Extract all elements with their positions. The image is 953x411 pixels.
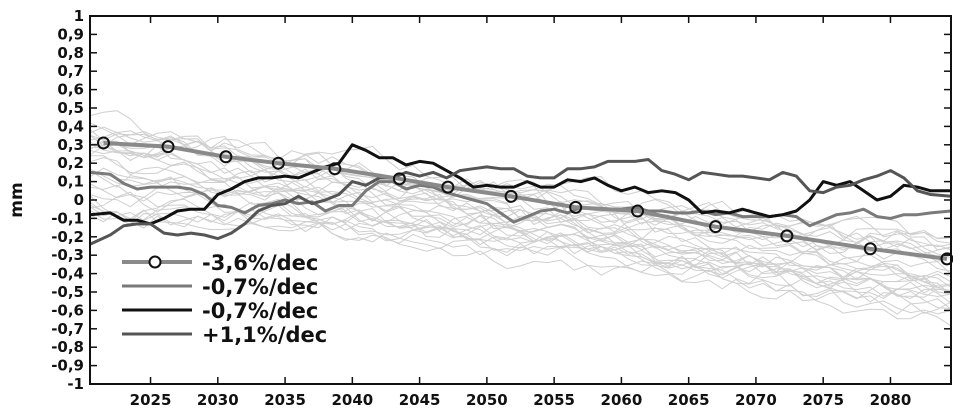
- y-tick-label: 0,2: [57, 154, 84, 172]
- y-tick-label: 0,7: [57, 62, 84, 80]
- x-tick-label: 2055: [533, 391, 575, 409]
- x-axis: 2025 2030 2035 2040 2045 2050 2055 2060 2065 2070…: [130, 16, 912, 409]
- y-tick-label: 0,9: [57, 25, 84, 43]
- legend-label-1: -3,6%/dec: [202, 251, 318, 275]
- y-tick-label: -0,6: [51, 301, 84, 319]
- legend-label-3: -0,7%/dec: [202, 299, 318, 323]
- series-1-marker: [863, 242, 877, 256]
- y-tick-label: -0,4: [51, 265, 84, 283]
- series-1-marker: [328, 162, 342, 176]
- series-1-marker: [441, 180, 455, 194]
- series-1-marker: [96, 136, 110, 150]
- series-lines: [89, 141, 952, 261]
- ensemble-line: [89, 155, 952, 296]
- series-1-marker: [709, 220, 723, 234]
- x-tick-label: 2045: [399, 391, 441, 409]
- y-tick-label: 0,1: [57, 173, 84, 191]
- series-markers: [96, 136, 953, 266]
- y-tick-label: 0,8: [57, 44, 84, 62]
- y-tick-label: 0: [74, 191, 84, 209]
- y-axis-title: mm: [7, 182, 27, 217]
- y-tick-label: 0,4: [57, 117, 84, 135]
- y-tick-label: 0,5: [57, 99, 84, 117]
- x-tick-label: 2065: [668, 391, 710, 409]
- series-1-marker: [631, 204, 645, 218]
- ensemble-line: [89, 191, 952, 244]
- series-1-marker: [940, 252, 953, 266]
- series-1-marker: [219, 150, 233, 164]
- y-tick-label: -0,9: [51, 357, 84, 375]
- x-tick-label: 2080: [870, 391, 912, 409]
- ensemble-line: [89, 194, 952, 294]
- ensemble-line: [89, 110, 952, 240]
- y-tick-label: -0,3: [51, 246, 84, 264]
- x-tick-label: 2025: [130, 391, 172, 409]
- y-tick-label: -1: [67, 375, 84, 393]
- x-tick-label: 2030: [197, 391, 239, 409]
- x-tick-label: 2075: [802, 391, 844, 409]
- y-tick-label: -0,1: [51, 209, 84, 227]
- ensemble-line: [89, 137, 952, 251]
- y-tick-label: -0,7: [51, 320, 84, 338]
- x-tick-label: 2035: [264, 391, 306, 409]
- ensemble-line: [89, 122, 952, 272]
- y-tick-label: 1: [74, 7, 84, 25]
- ensemble-line: [89, 167, 952, 298]
- series-1-marker: [392, 172, 406, 186]
- ensemble-line: [89, 171, 952, 263]
- ensemble-line: [89, 140, 952, 298]
- ensemble-line: [89, 157, 952, 299]
- ensemble-line: [89, 210, 952, 300]
- series-line-4: [89, 158, 952, 246]
- legend-label-4: +1,1%/dec: [202, 323, 327, 347]
- series-line-1: [103, 141, 948, 261]
- y-tick-label: -0,2: [51, 228, 84, 246]
- legend-marker: [148, 255, 162, 269]
- x-tick-label: 2040: [331, 391, 373, 409]
- x-tick-label: 2060: [601, 391, 643, 409]
- y-tick-label: 0,6: [57, 81, 84, 99]
- series-1-marker: [504, 189, 518, 203]
- series-line-2: [89, 170, 952, 228]
- x-tick-label: 2070: [735, 391, 777, 409]
- series-1-marker: [780, 229, 794, 243]
- y-tick-label: 0,3: [57, 136, 84, 154]
- y-tick-label: -0,5: [51, 283, 84, 301]
- series-line-3: [89, 143, 951, 226]
- series-1-marker: [271, 156, 285, 170]
- y-axis: 10,90,80,70,60,50,40,30,20,10-0,1-0,2-0,…: [51, 7, 951, 393]
- y-tick-label: -0,8: [51, 338, 84, 356]
- ensemble-line: [89, 145, 952, 288]
- series-1-marker: [569, 200, 583, 214]
- legend: -3,6%/dec-0,7%/dec-0,7%/dec+1,1%/dec: [122, 251, 327, 347]
- series-1-marker: [161, 140, 175, 154]
- x-tick-label: 2050: [466, 391, 508, 409]
- legend-label-2: -0,7%/dec: [202, 275, 318, 299]
- ensemble-line: [89, 204, 952, 315]
